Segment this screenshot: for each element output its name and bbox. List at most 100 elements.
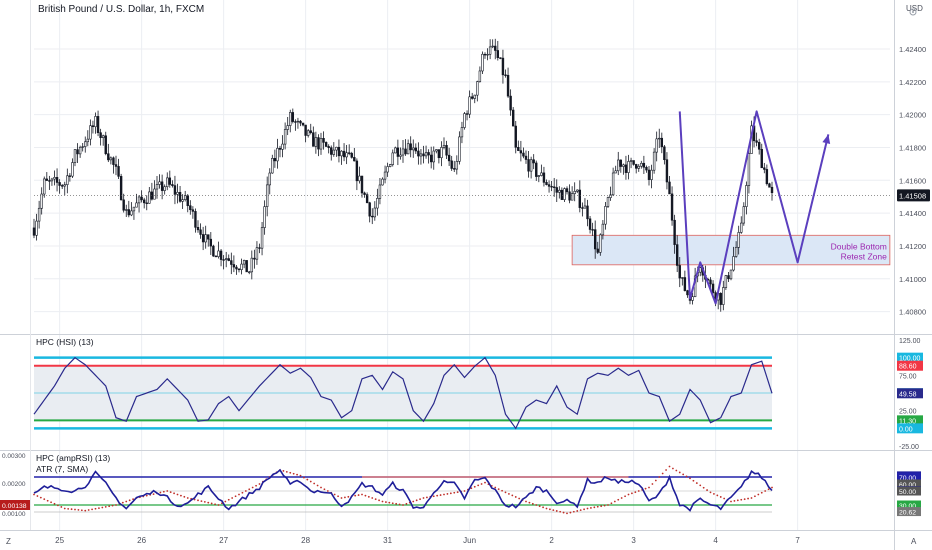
candle (670, 186, 674, 226)
atr-dot (624, 495, 626, 498)
candle (278, 145, 282, 158)
candle (235, 265, 238, 275)
candle (276, 138, 279, 169)
atr-dot (91, 508, 93, 511)
atr-dot (494, 486, 497, 489)
candle (509, 89, 512, 116)
candle (768, 182, 771, 188)
candle (601, 220, 605, 240)
atr-dot (501, 489, 503, 492)
time-tick-label: 2 (549, 536, 554, 545)
candle (107, 143, 110, 163)
auto-scale-button[interactable]: A (911, 537, 917, 546)
candle (596, 241, 599, 254)
time-tick-label: 27 (219, 536, 228, 545)
candle (427, 149, 430, 164)
candle (268, 168, 271, 195)
atr-dot (511, 494, 514, 497)
candle (43, 176, 46, 198)
candle (711, 280, 715, 295)
atr-dot (128, 499, 131, 502)
candlestick-series (32, 38, 774, 312)
atr-dot (87, 509, 90, 511)
atr-dot (562, 511, 565, 514)
candle (568, 184, 571, 204)
candle (396, 139, 400, 166)
atr-dot (39, 496, 42, 499)
atr-dot (477, 484, 480, 487)
price-pane[interactable]: Double Bottom Retest Zone British Pound … (32, 4, 930, 317)
double-bottom-pattern-line[interactable] (678, 110, 830, 305)
candle (171, 180, 174, 188)
candle (158, 174, 161, 189)
atr-dot (111, 504, 114, 507)
candle (565, 186, 569, 195)
candle (622, 163, 625, 175)
candle (368, 201, 371, 223)
candle (125, 204, 128, 218)
amprsi-pane[interactable]: HPC (ampRSI) (13) ATR (7, SMA) 71.5970.0… (0, 453, 921, 518)
hsi-tick-label: 75.00 (899, 373, 917, 380)
candle (265, 176, 269, 217)
candle (588, 215, 592, 234)
atr-dot (610, 502, 613, 505)
candle (37, 200, 41, 229)
candle (645, 165, 648, 173)
candle (86, 130, 90, 147)
candle (506, 67, 510, 98)
candle (78, 145, 82, 158)
atr-dot (145, 494, 148, 497)
candle (665, 152, 669, 190)
settings-icon[interactable] (909, 8, 917, 16)
candle (84, 136, 87, 153)
candle (529, 156, 533, 179)
candle (745, 181, 748, 215)
atr-dot (767, 488, 770, 491)
atr-dot (374, 498, 377, 501)
candle (196, 220, 200, 233)
atr-dot (634, 491, 637, 494)
atr-dot (518, 497, 521, 500)
candle (535, 160, 538, 181)
candle (550, 180, 553, 192)
candle (207, 234, 210, 247)
candle (517, 140, 520, 152)
candle (514, 120, 517, 154)
candle (71, 158, 74, 179)
candle (468, 90, 471, 118)
time-axis[interactable]: 25 26 27 28 31 Jun 2 3 4 7 (55, 536, 800, 545)
candle (350, 151, 353, 159)
candle (166, 172, 169, 191)
candle (555, 179, 558, 203)
atr-dot (80, 509, 83, 512)
atr-dot (689, 477, 691, 480)
candle (494, 38, 497, 60)
hsi-pane[interactable]: HPC (HSI) (13) 125.00 75.00 25.00 -25.00 100… (33, 337, 923, 451)
candle (455, 155, 459, 175)
candle (737, 225, 740, 255)
price-tick-label: 1.42000 (899, 111, 926, 120)
candle (399, 147, 402, 160)
candle (117, 158, 120, 180)
atr-dot (180, 494, 182, 497)
hsi-axis[interactable]: 125.0075.0025.00-25.00100.0088.6050.0049… (897, 338, 923, 451)
candle (755, 132, 758, 147)
atr-dot (702, 486, 705, 489)
atr-dot (672, 467, 674, 470)
atr-tick-label: 0.00200 (2, 481, 26, 488)
candle (668, 175, 671, 195)
candle (48, 175, 51, 190)
candle (176, 183, 179, 204)
timezone-letter: Z (6, 537, 11, 546)
candle (593, 220, 597, 259)
atr-dot (470, 487, 473, 490)
atr-dot (443, 493, 445, 496)
atr-dot (760, 491, 763, 494)
candle (45, 172, 49, 182)
atr-dot (186, 497, 189, 499)
price-axis[interactable]: 1.42400 1.42200 1.42000 1.41800 1.41600 1.414… (897, 45, 930, 317)
candle (145, 195, 148, 211)
candle (173, 175, 177, 205)
